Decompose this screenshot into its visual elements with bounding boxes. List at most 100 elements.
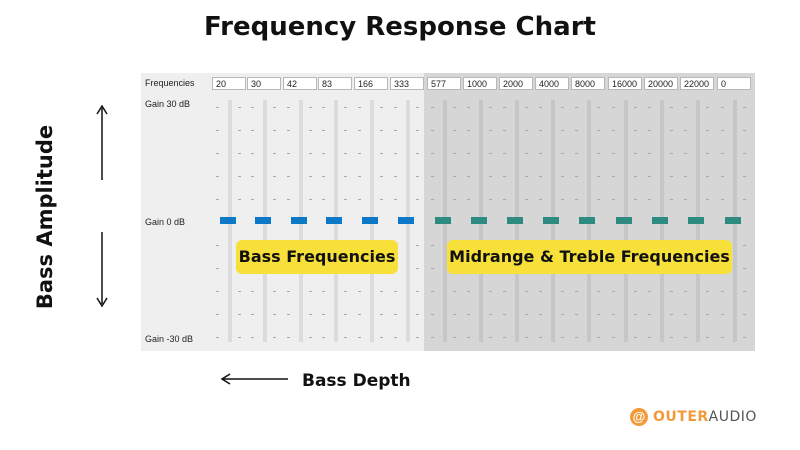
tick-mark bbox=[394, 107, 397, 108]
frequency-box[interactable]: 83 bbox=[318, 77, 352, 90]
frequency-box[interactable]: 4000 bbox=[535, 77, 569, 90]
tick-mark bbox=[216, 337, 219, 338]
tick-mark bbox=[612, 337, 615, 338]
tick-mark bbox=[238, 176, 241, 177]
tick-mark bbox=[670, 153, 673, 154]
bass-dash bbox=[291, 217, 307, 224]
tick-mark bbox=[416, 176, 419, 177]
tick-mark bbox=[743, 199, 746, 200]
tick-mark bbox=[743, 130, 746, 131]
tick-mark bbox=[503, 337, 506, 338]
tick-mark bbox=[743, 153, 746, 154]
tick-mark bbox=[287, 314, 290, 315]
tick-mark bbox=[416, 291, 419, 292]
tick-mark bbox=[561, 199, 564, 200]
tick-mark bbox=[612, 291, 615, 292]
tick-mark bbox=[251, 199, 254, 200]
frequency-box[interactable]: 42 bbox=[283, 77, 317, 90]
tick-mark bbox=[561, 176, 564, 177]
tick-mark bbox=[597, 314, 600, 315]
tick-mark bbox=[684, 107, 687, 108]
tick-mark bbox=[431, 153, 434, 154]
tick-mark bbox=[358, 291, 361, 292]
tick-mark bbox=[503, 314, 506, 315]
frequency-box[interactable]: 1000 bbox=[463, 77, 497, 90]
left-arrow-icon bbox=[220, 373, 288, 385]
tick-mark bbox=[612, 176, 615, 177]
tick-mark bbox=[525, 199, 528, 200]
tick-mark bbox=[273, 199, 276, 200]
tick-mark bbox=[431, 337, 434, 338]
tick-mark bbox=[238, 337, 241, 338]
tick-mark bbox=[467, 176, 470, 177]
tick-mark bbox=[467, 107, 470, 108]
frequency-box[interactable]: 22000 bbox=[680, 77, 714, 90]
tick-mark bbox=[431, 291, 434, 292]
tick-mark bbox=[453, 130, 456, 131]
tick-mark bbox=[503, 130, 506, 131]
tick-mark bbox=[287, 130, 290, 131]
frequency-box[interactable]: 30 bbox=[247, 77, 281, 90]
tick-mark bbox=[416, 268, 419, 269]
frequency-box[interactable]: 333 bbox=[390, 77, 424, 90]
tick-mark bbox=[503, 291, 506, 292]
mid-treble-dash bbox=[435, 217, 451, 224]
tick-mark bbox=[648, 107, 651, 108]
frequency-box[interactable]: 2000 bbox=[499, 77, 533, 90]
tick-mark bbox=[309, 199, 312, 200]
tick-mark bbox=[670, 337, 673, 338]
tick-mark bbox=[380, 153, 383, 154]
tick-mark bbox=[251, 291, 254, 292]
tick-mark bbox=[561, 153, 564, 154]
tick-mark bbox=[380, 291, 383, 292]
tick-mark bbox=[309, 337, 312, 338]
tick-mark bbox=[431, 314, 434, 315]
tick-mark bbox=[416, 130, 419, 131]
tick-mark bbox=[539, 314, 542, 315]
tick-mark bbox=[706, 107, 709, 108]
tick-mark bbox=[216, 314, 219, 315]
tick-mark bbox=[743, 268, 746, 269]
tick-mark bbox=[743, 314, 746, 315]
tick-mark bbox=[322, 130, 325, 131]
tick-mark bbox=[539, 130, 542, 131]
tick-mark bbox=[721, 130, 724, 131]
tick-mark bbox=[467, 130, 470, 131]
frequency-box[interactable]: 20000 bbox=[644, 77, 678, 90]
chart-title: Frequency Response Chart bbox=[204, 12, 596, 42]
frequency-box[interactable]: 166 bbox=[354, 77, 388, 90]
frequencies-label: Frequencies bbox=[145, 78, 195, 88]
mid-treble-dash bbox=[543, 217, 559, 224]
bass-dash bbox=[326, 217, 342, 224]
tick-mark bbox=[322, 176, 325, 177]
at-sign-icon: @ bbox=[630, 408, 648, 426]
tick-mark bbox=[684, 176, 687, 177]
frequency-box[interactable]: 20 bbox=[212, 77, 246, 90]
tick-mark bbox=[670, 199, 673, 200]
tick-mark bbox=[648, 291, 651, 292]
tick-mark bbox=[287, 107, 290, 108]
tick-mark bbox=[216, 268, 219, 269]
tick-mark bbox=[743, 107, 746, 108]
tick-mark bbox=[344, 176, 347, 177]
gain-mid-label: Gain 0 dB bbox=[145, 217, 186, 227]
tick-mark bbox=[309, 314, 312, 315]
tick-mark bbox=[706, 314, 709, 315]
tick-mark bbox=[322, 107, 325, 108]
tick-mark bbox=[743, 176, 746, 177]
tick-mark bbox=[394, 176, 397, 177]
tick-mark bbox=[634, 107, 637, 108]
tick-mark bbox=[503, 153, 506, 154]
tick-mark bbox=[216, 153, 219, 154]
frequency-box[interactable]: 0 bbox=[717, 77, 751, 90]
bass-dash bbox=[255, 217, 271, 224]
tick-mark bbox=[238, 107, 241, 108]
tick-mark bbox=[525, 314, 528, 315]
tick-mark bbox=[238, 130, 241, 131]
tick-mark bbox=[309, 153, 312, 154]
frequency-box[interactable]: 8000 bbox=[571, 77, 605, 90]
frequency-box[interactable]: 16000 bbox=[608, 77, 642, 90]
frequency-box[interactable]: 577 bbox=[427, 77, 461, 90]
logo-text-secondary: AUDIO bbox=[708, 409, 757, 425]
tick-mark bbox=[575, 337, 578, 338]
